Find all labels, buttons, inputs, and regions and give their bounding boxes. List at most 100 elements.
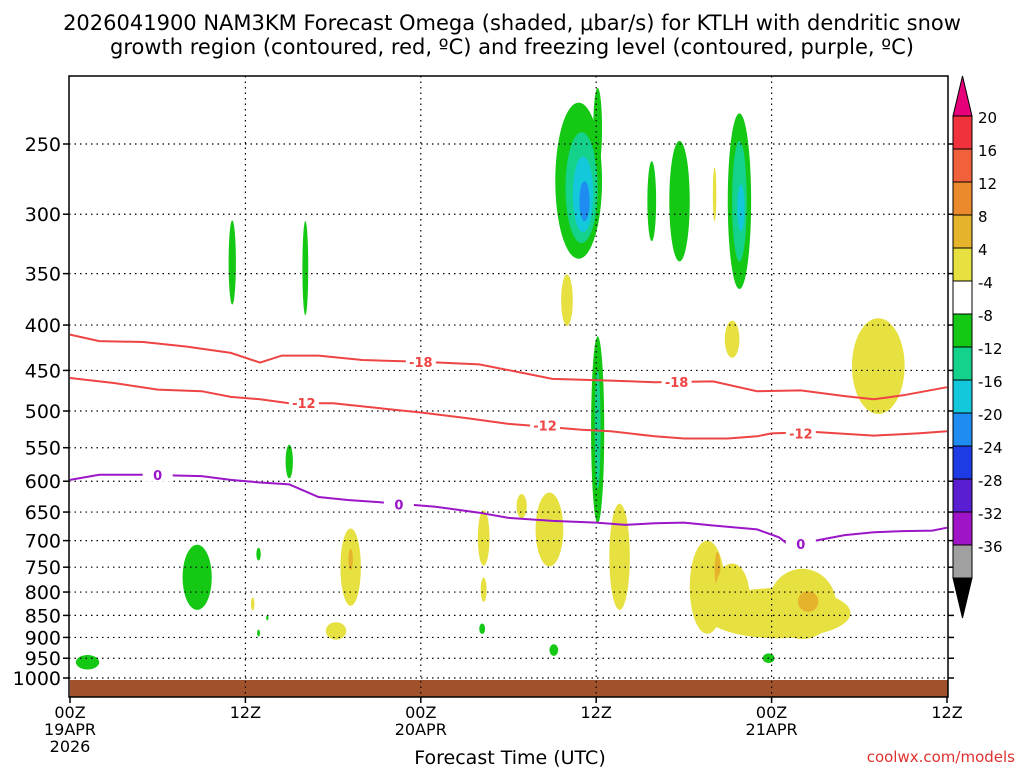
- y-tick-label-750: 750: [25, 557, 61, 579]
- x-tick-label-0: 00Z: [54, 703, 85, 722]
- omega-region-35: [609, 503, 630, 610]
- x-axis-label: Forecast Time (UTC): [414, 747, 605, 768]
- x-tick-label-4: 00Z: [756, 703, 787, 722]
- colorbar-bin-6: [952, 313, 973, 348]
- colorbar-label-9: -20: [978, 406, 1003, 424]
- x-tick-label-5: 12Z: [931, 703, 962, 722]
- colorbar-label-0: 20: [978, 109, 997, 127]
- y-tick-label-350: 350: [25, 264, 61, 286]
- omega-region-21: [257, 629, 261, 637]
- omega-region-29: [325, 622, 347, 640]
- contour-label-0-0: -18: [409, 356, 433, 371]
- omega-region-17: [724, 320, 740, 358]
- ground-strip: [70, 680, 948, 697]
- contour-label-bg-2-0: [142, 466, 173, 482]
- omega-shading: [70, 88, 948, 697]
- chart-title-line1: 2026041900 NAM3KM Forecast Omega (shaded…: [63, 11, 961, 35]
- omega-region-32: [480, 577, 487, 602]
- axes: 2503003504004505005506006507007508008509…: [13, 75, 963, 756]
- x-tick-label-2: 00Z: [405, 703, 436, 722]
- x-tick-label-1: 12Z: [230, 703, 261, 722]
- y-tick-label-1000: 1000: [13, 668, 61, 690]
- colorbar-bin-12: [952, 511, 973, 546]
- y-tick-label-650: 650: [25, 502, 61, 524]
- colorbar-bin-5: [952, 280, 973, 315]
- x-tick-label-3: 12Z: [581, 703, 612, 722]
- omega-region-16: [561, 274, 573, 326]
- colorbar-label-1: 16: [978, 142, 997, 160]
- y-tick-label-500: 500: [25, 401, 61, 423]
- contour-label-0-1: -18: [665, 376, 689, 391]
- y-tick-label-550: 550: [25, 438, 61, 460]
- omega-region-31: [477, 510, 490, 566]
- y-tick-label-300: 300: [25, 204, 61, 226]
- colorbar-bin-2: [952, 181, 973, 216]
- y-tick-label-250: 250: [25, 134, 61, 156]
- y-tick-label-950: 950: [25, 648, 61, 670]
- contour-label-bg-2-1: [383, 496, 414, 512]
- omega-region-34: [535, 492, 564, 567]
- contour-label-2-0: 0: [153, 469, 162, 484]
- omega-region-3: [579, 181, 590, 222]
- omega-region-18: [851, 318, 905, 414]
- contour-label-bg-2-2: [785, 535, 816, 551]
- colorbar-bin-3: [952, 214, 973, 249]
- plot-frame: [68, 75, 949, 698]
- omega-region-24: [479, 623, 486, 635]
- colorbar-bin-8: [952, 379, 973, 414]
- omega-region-33: [516, 494, 527, 519]
- colorbar-label-6: -8: [978, 307, 993, 325]
- colorbar-label-4: 4: [978, 241, 988, 259]
- colorbar-label-3: 8: [978, 208, 988, 226]
- y-tick-label-450: 450: [25, 360, 61, 382]
- omega-region-25: [549, 644, 559, 656]
- contour-label-bg-1-2: [785, 425, 816, 441]
- x-tick-sublabel-0-1: 2026: [50, 737, 91, 756]
- grid-lines: [69, 76, 948, 697]
- contour-2: [69, 473, 948, 544]
- omega-region-23: [75, 655, 100, 670]
- omega-region-9: [737, 184, 745, 232]
- omega-region-30: [250, 597, 255, 611]
- y-tick-label-800: 800: [25, 582, 61, 604]
- colorbar-bin-11: [952, 478, 973, 513]
- contour-label-bg-1-0: [288, 395, 319, 411]
- colorbar-label-13: -36: [978, 538, 1003, 556]
- contour-label-bg-0-0: [405, 353, 436, 369]
- chart-title-line2: growth region (contoured, red, ºC) and f…: [110, 35, 914, 59]
- contour-label-1-2: -12: [789, 427, 813, 442]
- omega-region-22: [266, 614, 269, 621]
- colorbar-top-triangle: [952, 75, 973, 117]
- omega-region-41: [797, 591, 819, 612]
- colorbar-bin-0: [952, 115, 973, 150]
- colorbar: 20 16 12 8 4 -4 -8 -12 -16 -20 -24 -28 -32 -36: [952, 75, 1003, 619]
- colorbar-bin-9: [952, 412, 973, 447]
- colorbar-bin-13: [952, 544, 973, 579]
- watermark: coolwx.com/models: [867, 748, 1015, 766]
- y-tick-label-900: 900: [25, 627, 61, 649]
- contour-label-2-2: 0: [796, 538, 805, 553]
- omega-region-5: [647, 161, 657, 242]
- omega-region-28: [348, 548, 353, 570]
- y-tick-label-700: 700: [25, 531, 61, 553]
- colorbar-label-12: -32: [978, 505, 1003, 523]
- omega-region-6: [669, 140, 690, 262]
- omega-region-11: [228, 220, 236, 305]
- contour-label-2-1: 0: [394, 498, 403, 513]
- contour-label-bg-0-1: [661, 374, 692, 390]
- colorbar-label-2: 12: [978, 175, 997, 193]
- omega-region-19: [182, 544, 212, 610]
- colorbar-bin-10: [952, 445, 973, 480]
- contour-label-1-1: -12: [533, 419, 557, 434]
- colorbar-label-10: -24: [978, 439, 1003, 457]
- contour-label-1-0: -12: [292, 397, 316, 412]
- contour-label-bg-1-1: [530, 417, 561, 433]
- y-tick-label-850: 850: [25, 605, 61, 627]
- colorbar-label-5: -4: [978, 274, 993, 292]
- omega-region-20: [256, 547, 261, 561]
- colorbar-label-8: -16: [978, 373, 1003, 391]
- colorbar-label-7: -12: [978, 340, 1003, 358]
- colorbar-bin-4: [952, 247, 973, 282]
